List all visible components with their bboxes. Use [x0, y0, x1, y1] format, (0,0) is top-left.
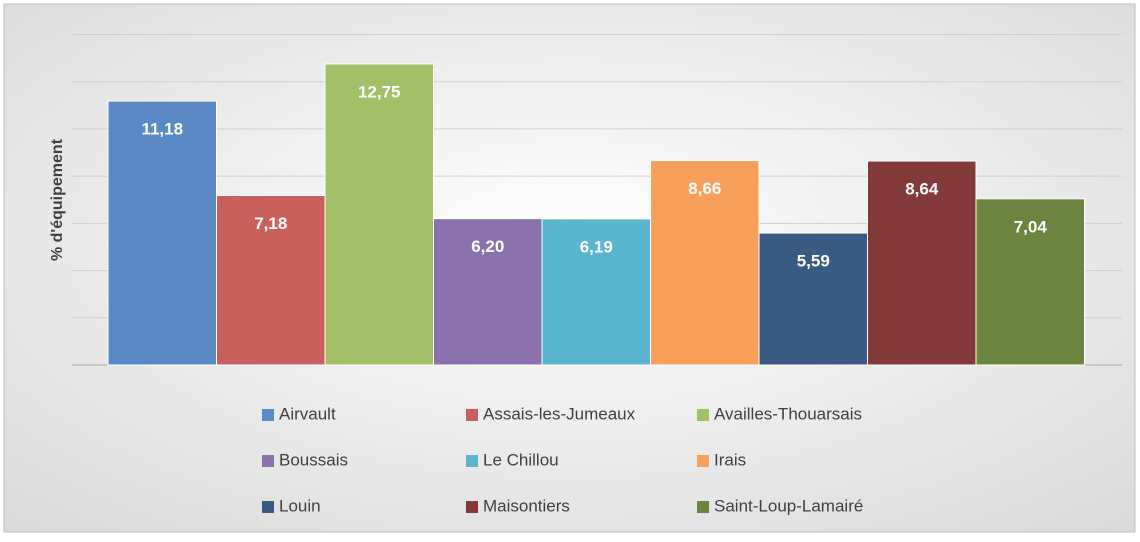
bar — [324, 63, 434, 366]
y-axis-title: % d'équipement — [49, 138, 66, 261]
legend-label: Boussais — [279, 450, 348, 469]
data-label: 12,75 — [358, 82, 401, 101]
legend-swatch — [697, 409, 709, 421]
legend-label: Assais-les-Jumeaux — [483, 404, 636, 423]
legend-swatch — [466, 501, 478, 513]
legend-swatch — [262, 501, 274, 513]
bar — [433, 218, 543, 366]
legend-swatch — [262, 409, 274, 421]
data-label: 6,19 — [580, 237, 613, 256]
data-label: 7,18 — [254, 214, 287, 233]
bar — [867, 160, 977, 366]
legend-label: Airvault — [279, 404, 336, 423]
legend-label: Louin — [279, 496, 321, 515]
legend-label: Saint-Loup-Lamairé — [714, 496, 863, 515]
legend-label: Maisontiers — [483, 496, 570, 515]
legend-swatch — [466, 409, 478, 421]
bar — [107, 100, 217, 366]
bar — [975, 198, 1085, 366]
bar — [216, 195, 326, 366]
legend-swatch — [697, 455, 709, 467]
data-label: 8,66 — [688, 179, 721, 198]
data-label: 6,20 — [471, 237, 504, 256]
data-label: 7,04 — [1014, 217, 1048, 236]
legend-label: Availles-Thouarsais — [714, 404, 862, 423]
legend-swatch — [466, 455, 478, 467]
data-label: 5,59 — [797, 252, 830, 271]
data-label: 11,18 — [141, 120, 183, 139]
bar — [758, 232, 868, 366]
data-label: 8,64 — [905, 180, 939, 199]
legend-swatch — [697, 501, 709, 513]
legend-label: Irais — [714, 450, 746, 469]
legend-label: Le Chillou — [483, 450, 559, 469]
legend-swatch — [262, 455, 274, 467]
